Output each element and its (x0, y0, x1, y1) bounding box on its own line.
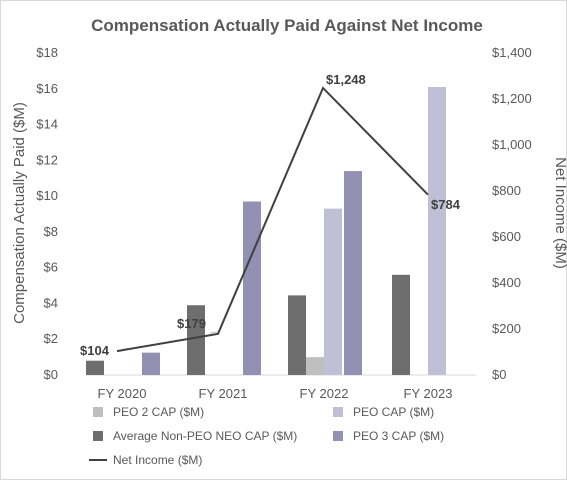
y2-tick-label: $600 (492, 229, 521, 244)
legend-label: PEO CAP ($M) (353, 405, 434, 419)
legend-label: Average Non-PEO NEO CAP ($M) (113, 429, 297, 443)
y2-tick-label: $1,200 (492, 91, 532, 106)
bar-4 (344, 171, 362, 375)
chart-title: Compensation Actually Paid Against Net I… (91, 16, 483, 35)
y2-axis-title: Net Income ($M) (552, 157, 567, 269)
x-tick-label: FY 2022 (300, 386, 349, 401)
legend-label: PEO 2 CAP ($M) (113, 405, 204, 419)
y2-tick-label: $0 (492, 367, 506, 382)
legend-label: PEO 3 CAP ($M) (353, 429, 444, 443)
y-tick-label: $12 (36, 152, 58, 167)
bar-3 (288, 295, 306, 375)
bar-2 (428, 86, 446, 375)
net-income-data-label: $104 (80, 343, 110, 358)
y-tick-label: $8 (44, 224, 58, 239)
y-tick-label: $6 (44, 260, 58, 275)
plot-area: $0 $2 $4 $6 $8 $10 $12 $14 $16 $18 $0 $200 $400 $600 $… (36, 45, 531, 401)
legend-swatch (333, 407, 343, 417)
legend-label: Net Income ($M) (113, 453, 202, 467)
label-leader-line (209, 331, 219, 334)
y-tick-label: $4 (44, 295, 58, 310)
bar-4 (243, 201, 261, 375)
bar-3 (392, 274, 410, 375)
net-income-data-label: $784 (431, 197, 461, 212)
legend-swatch (93, 431, 103, 441)
net-income-line (116, 86, 429, 353)
y2-tick-label: $800 (492, 183, 521, 198)
x-tick-label: FY 2021 (199, 386, 248, 401)
y-tick-label: $2 (44, 331, 58, 346)
y2-tick-label: $1,000 (492, 137, 532, 152)
y-tick-label: $0 (44, 367, 58, 382)
legend-swatch (93, 407, 103, 417)
y-tick-label: $10 (36, 188, 58, 203)
bar-1 (306, 357, 324, 375)
bar-4 (142, 352, 160, 375)
y-tick-label: $16 (36, 81, 58, 96)
y2-tick-label: $1,400 (492, 45, 532, 60)
net-income-data-label: $179 (177, 316, 206, 331)
net-income-data-label: $1,248 (326, 72, 366, 87)
legend: PEO 2 CAP ($M) PEO CAP ($M) Average Non-PE… (89, 405, 444, 467)
bar-3 (187, 305, 205, 375)
bar-2 (324, 208, 342, 375)
y2-tick-label: $200 (492, 321, 521, 336)
legend-swatch (333, 431, 343, 441)
bar-3 (86, 360, 104, 375)
x-tick-label: FY 2023 (404, 386, 453, 401)
y-tick-label: $18 (36, 45, 58, 60)
x-tick-label: FY 2020 (98, 386, 147, 401)
y-tick-label: $14 (36, 117, 58, 132)
y-axis-title: Compensation Actually Paid ($M) (11, 102, 28, 324)
y2-tick-label: $400 (492, 275, 521, 290)
